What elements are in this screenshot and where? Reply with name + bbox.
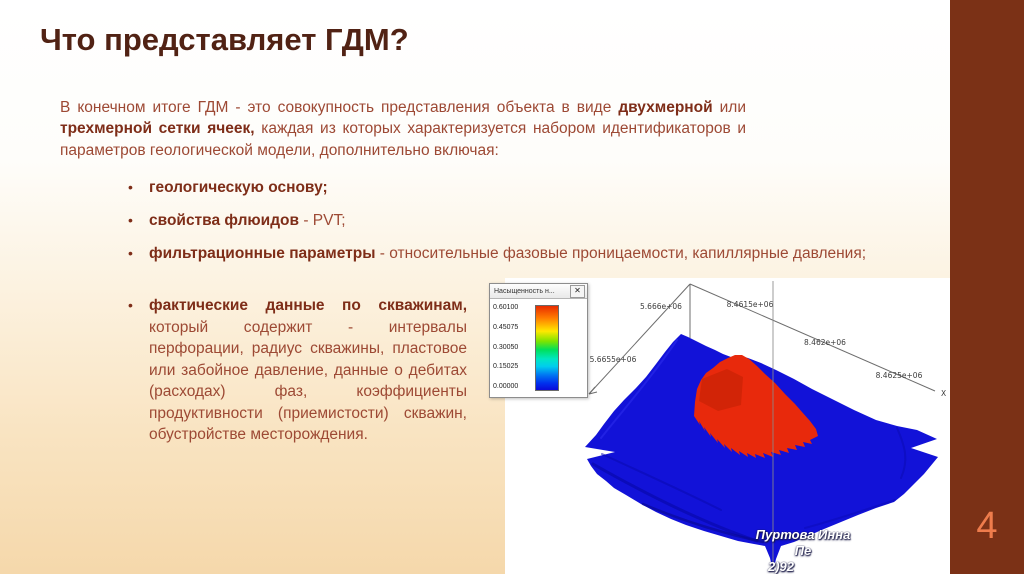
- fold-line: [896, 427, 907, 479]
- y-axis-tick-1: 5.666e+06: [640, 302, 682, 311]
- bullet-item-fluids: • свойства флюидов - PVT;: [128, 210, 769, 232]
- bullet-dot: •: [128, 245, 133, 261]
- x-axis-tick-1: 8.4615e+06: [727, 300, 774, 309]
- watermark-line2: 2)92: [767, 559, 795, 574]
- watermark: Пуртова Инна Пе 2)92: [751, 527, 855, 574]
- bullet-item-well-data: • фактические данные по скважинам, котор…: [128, 295, 467, 446]
- fold-line: [641, 502, 765, 544]
- intro-paragraph: В конечном итоге ГДМ - это совокупность …: [60, 97, 746, 162]
- colorbar-gradient: [535, 305, 559, 391]
- sidebar-accent-strip: 4: [950, 0, 1024, 574]
- intro-text: каждая из которых характеризуется наборо…: [60, 120, 746, 159]
- intro-bold-1: двухмерной: [618, 98, 713, 116]
- bullet-bold: фильтрационные параметры: [149, 245, 376, 262]
- fold-line: [804, 499, 896, 529]
- saturation-legend-window: Насыщенность н... ✕ 0.60100 0.45075 0.30…: [489, 283, 588, 398]
- intro-text: или: [712, 98, 747, 116]
- legend-window-title: Насыщенность н...: [494, 287, 555, 295]
- page-title: Что представляет ГДМ?: [40, 22, 409, 57]
- surface-shading: [591, 339, 907, 544]
- bullet-dot: •: [128, 212, 133, 228]
- legend-titlebar: Насыщенность н... ✕: [490, 284, 587, 299]
- legend-tick: 0.60100: [493, 304, 519, 311]
- legend-body: 0.60100 0.45075 0.30050 0.15025 0.00000: [490, 299, 587, 397]
- axes-lines: [588, 283, 936, 395]
- x-axis-line: [689, 283, 936, 392]
- 3d-surface-svg: 5.666e+06 5.6655e+06 8.4615e+06 8.462e+0…: [585, 281, 946, 572]
- bullet-rest: который содержит - интервалы перфорации,…: [149, 318, 467, 444]
- intro-text: В конечном итоге ГДМ - это совокупность …: [60, 98, 619, 116]
- bullet-dot: •: [128, 179, 133, 195]
- bullet-dot: •: [128, 297, 133, 313]
- bullet-rest: - PVT;: [299, 212, 346, 229]
- ridge-highlight: [600, 339, 678, 439]
- legend-tick: 0.45075: [493, 323, 519, 331]
- close-icon[interactable]: ✕: [570, 284, 585, 298]
- legend-tick-labels: 0.60100 0.45075 0.30050 0.15025 0.00000: [493, 304, 535, 390]
- 3d-model-plot: 5.666e+06 5.6655e+06 8.4615e+06 8.462e+0…: [505, 278, 950, 574]
- legend-tick: 0.00000: [493, 383, 519, 390]
- bullet-bold: свойства флюидов: [149, 212, 300, 229]
- bullet-bold: геологическую основу;: [149, 179, 328, 196]
- y-axis-arrow: [588, 386, 598, 395]
- surface-red-shadow: [699, 369, 743, 411]
- legend-tick: 0.30050: [493, 343, 519, 351]
- x-axis-tick-3: 8.4625e+06: [876, 371, 923, 380]
- y-axis-tick-2: 5.6655e+06: [590, 355, 637, 364]
- bullet-bold: фактические данные по скважинам,: [149, 297, 467, 314]
- legend-tick: 0.15025: [493, 363, 519, 371]
- watermark-line1: Пуртова Инна Пе: [755, 527, 851, 558]
- fold-line: [591, 462, 759, 543]
- bullet-rest: - относительные фазовые проницаемости, к…: [375, 245, 867, 262]
- x-axis-label: X: [941, 389, 946, 398]
- fold-line: [601, 453, 722, 511]
- page-number: 4: [976, 505, 998, 547]
- bullet-item-geology: • геологическую основу;: [128, 177, 769, 199]
- intro-bold-2: трехмерной сетки ячеек,: [60, 120, 255, 137]
- x-axis-tick-2: 8.462e+06: [804, 338, 846, 347]
- bullet-item-filtration: • фильтрационные параметры - относительн…: [128, 243, 906, 265]
- y-axis-line: [588, 283, 691, 395]
